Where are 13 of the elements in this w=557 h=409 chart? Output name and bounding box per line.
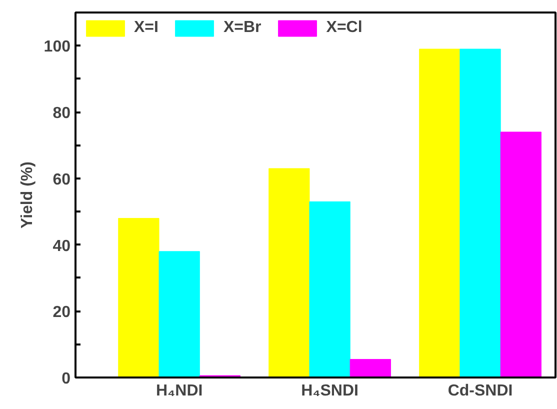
x-tick-label: Cd-SNDI [448, 382, 513, 400]
y-tick-label: 100 [44, 38, 71, 56]
x-tick-label: H₄SNDI [301, 382, 358, 400]
legend-label: X=Br [223, 19, 262, 37]
legend-label: X=I [134, 19, 158, 37]
y-tick-label: 40 [52, 238, 71, 255]
y-tick-label: 0 [62, 370, 71, 388]
x-tick-label: H₄NDI [156, 382, 203, 400]
y-tick-label: 60 [52, 171, 71, 188]
y-tick-label: 20 [52, 304, 71, 322]
y-axis-title: Yield (%) [18, 162, 36, 228]
legend-label: X=Cl [326, 19, 362, 37]
y-tick-label: 80 [52, 105, 71, 122]
